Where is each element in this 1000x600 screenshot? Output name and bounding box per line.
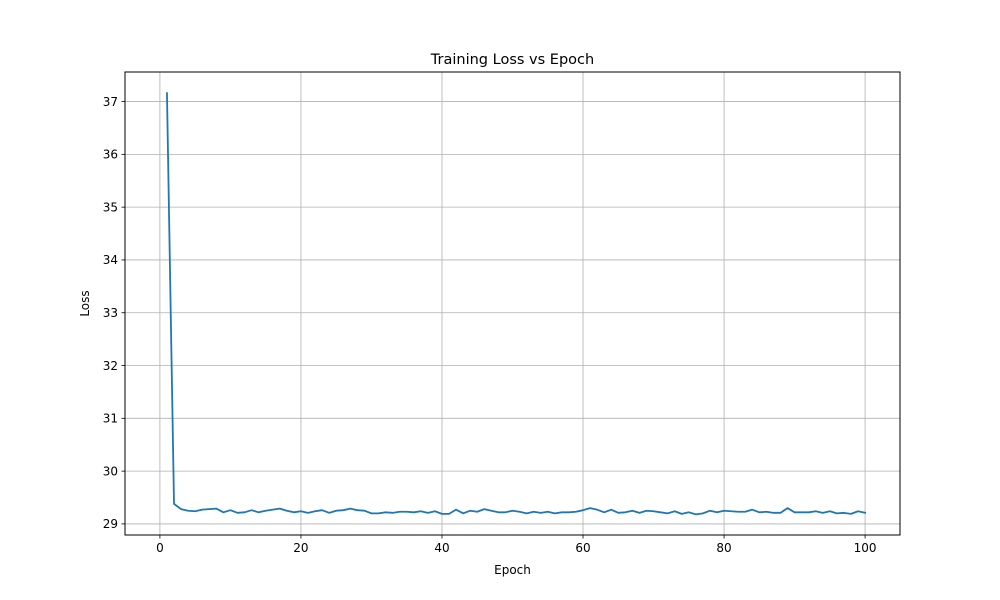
series-layer <box>166 92 867 516</box>
y-tick-label: 35 <box>103 200 118 214</box>
x-axis-ticks: 0 20 40 60 80 100 <box>156 535 877 555</box>
y-tick-label: 33 <box>103 306 118 320</box>
x-tick-label: 20 <box>293 541 308 555</box>
x-tick-label: 80 <box>716 541 731 555</box>
x-tick-label: 0 <box>156 541 164 555</box>
y-axis-label: Loss <box>78 290 92 316</box>
grid-lines <box>125 72 900 535</box>
chart-title: Training Loss vs Epoch <box>430 52 594 68</box>
y-tick-label: 30 <box>103 464 118 478</box>
loss-series-line <box>166 92 867 516</box>
y-tick-label: 29 <box>103 517 118 531</box>
x-tick-label: 100 <box>854 541 877 555</box>
x-tick-label: 60 <box>575 541 590 555</box>
y-tick-label: 31 <box>103 412 118 426</box>
plot-frame <box>124 71 901 536</box>
y-tick-label: 32 <box>103 359 118 373</box>
y-tick-label: 34 <box>103 253 118 267</box>
x-tick-label: 40 <box>434 541 449 555</box>
y-axis-ticks: 29 30 31 32 33 34 35 36 37 <box>103 95 125 531</box>
x-axis-label: Epoch <box>494 563 531 577</box>
y-tick-label: 36 <box>103 148 118 162</box>
y-tick-label: 37 <box>103 95 118 109</box>
